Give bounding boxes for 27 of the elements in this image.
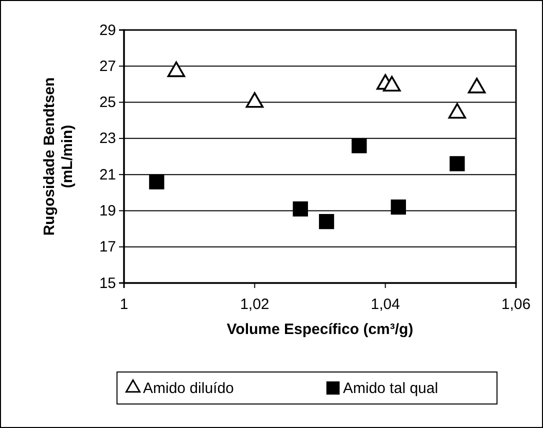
y-tick-label: 21 — [99, 166, 116, 184]
legend-label: Amido diluído — [143, 380, 234, 397]
y-tick-label: 15 — [99, 274, 116, 292]
point — [292, 201, 308, 216]
y-tick-label: 17 — [99, 238, 116, 256]
x-tick-label: 1,02 — [240, 296, 270, 313]
y-tick-label: 29 — [99, 22, 116, 39]
point — [246, 92, 264, 108]
point — [390, 200, 406, 215]
point — [450, 156, 465, 172]
x-axis-title: Volume Específico (cm³/g) — [226, 321, 414, 338]
point — [352, 138, 367, 154]
point — [318, 214, 334, 230]
x-tick-label: 1,04 — [370, 296, 400, 313]
y-tick-label: 25 — [99, 94, 116, 112]
y-tick-label: 27 — [99, 58, 116, 75]
legend-label: Amido tal qual — [343, 380, 438, 397]
point — [383, 76, 401, 92]
point — [448, 103, 466, 119]
point — [468, 78, 486, 94]
x-tick-label: 1,06 — [501, 296, 531, 313]
x-tick-label: 1 — [120, 296, 128, 313]
point — [167, 61, 186, 78]
point — [149, 174, 164, 190]
y-tick-label: 19 — [99, 202, 116, 220]
y-axis-title: Rugosidade Bendtsen (mL/min) — [41, 77, 76, 236]
y-tick-label: 23 — [99, 130, 116, 148]
